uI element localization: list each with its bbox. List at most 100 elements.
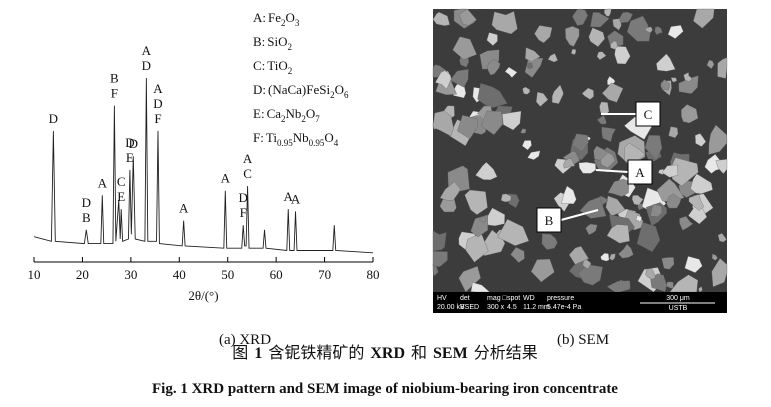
particle <box>522 140 532 151</box>
particle <box>547 53 558 63</box>
particle <box>650 204 662 217</box>
formula: O <box>324 130 333 145</box>
particle <box>688 194 704 211</box>
x-tick-label: 30 <box>124 267 137 282</box>
peak-label: B <box>82 210 91 225</box>
formula: SiO <box>267 34 287 49</box>
peak-label: F <box>154 111 161 126</box>
peak-label: E <box>126 150 134 165</box>
label-box <box>627 159 653 185</box>
info-head: det <box>460 295 470 302</box>
x-tick-label: 70 <box>318 267 331 282</box>
peak-label: A <box>98 175 108 190</box>
x-tick-label: 50 <box>221 267 234 282</box>
scale-text: 300 μm <box>666 295 690 302</box>
particle <box>679 216 694 231</box>
particle <box>590 12 610 28</box>
legend-entry: F: Ti0.95Nb0.95O4 <box>253 130 339 148</box>
legend-key: A: <box>253 10 266 25</box>
info-head: WD <box>523 295 535 302</box>
particle <box>614 46 631 65</box>
particle <box>527 150 541 160</box>
x-tick-label: 40 <box>173 267 186 282</box>
legend-entry: C: TiO2 <box>253 58 292 76</box>
subscript: 2 <box>301 114 306 124</box>
particle <box>449 69 469 88</box>
particle <box>500 193 512 203</box>
subscript: 2 <box>288 42 293 52</box>
peak-label: F <box>111 86 118 101</box>
particle <box>520 128 527 134</box>
particle <box>497 219 530 246</box>
subscript: 2 <box>281 114 286 124</box>
formula: O <box>335 82 344 97</box>
particle <box>571 48 577 55</box>
particle <box>582 259 591 270</box>
legend-key: D: <box>253 82 266 97</box>
particle <box>597 114 607 125</box>
legend-entry: D: (NaCa)FeSi2O6 <box>253 82 349 100</box>
particle <box>654 26 663 36</box>
peak-label: E <box>117 189 125 204</box>
caption-en: Fig. 1 XRD pattern and SEM image of niob… <box>152 381 618 397</box>
x-tick-label: 60 <box>270 267 283 282</box>
arrow <box>560 209 599 221</box>
particle <box>502 110 522 131</box>
particle <box>661 257 675 270</box>
particle <box>581 87 594 100</box>
particle <box>475 161 498 181</box>
peak-label: A <box>179 201 189 216</box>
formula: Nb <box>293 130 309 145</box>
sem-label: A <box>635 165 645 180</box>
x-axis-label: 2θ/(°) <box>188 288 218 303</box>
label-box <box>536 207 562 233</box>
caption-b: (b) SEM <box>557 332 609 348</box>
particle <box>432 230 447 252</box>
particle <box>432 251 448 267</box>
particle <box>526 62 533 70</box>
particle <box>601 126 616 143</box>
subscript: 4 <box>334 138 339 148</box>
info-head: HV <box>437 295 447 302</box>
particle <box>667 25 684 39</box>
particle <box>551 84 564 104</box>
formula: (NaCa)FeSi <box>268 82 330 97</box>
info-value: 300 x <box>487 304 505 311</box>
particle <box>656 53 676 72</box>
info-head: spot <box>507 295 520 302</box>
particle <box>606 224 630 244</box>
particle <box>599 101 610 116</box>
particle <box>604 8 612 17</box>
subscript: 2 <box>288 66 293 76</box>
particle <box>541 233 558 250</box>
subscript: 2 <box>281 18 286 28</box>
particle <box>644 26 653 34</box>
particle <box>711 253 718 261</box>
caption-part: 图 <box>232 345 248 362</box>
particle <box>711 258 728 288</box>
particle <box>610 40 618 50</box>
particle <box>666 193 682 209</box>
particle <box>522 86 531 95</box>
caption-part: SEM <box>433 345 468 362</box>
xrd-pattern <box>33 77 374 254</box>
particle <box>636 222 661 252</box>
caption-part: 和 <box>411 344 427 362</box>
formula: Ca <box>267 106 282 121</box>
particle <box>717 57 728 79</box>
caption-part: XRD <box>370 345 405 362</box>
particle <box>626 15 651 42</box>
lab-text: USTB <box>669 305 688 312</box>
particle <box>593 145 608 161</box>
particle <box>693 8 715 29</box>
particle <box>572 8 588 26</box>
x-tick-label: 10 <box>28 267 41 282</box>
legend-entry: E: Ca2Nb2O7 <box>253 106 320 124</box>
particle <box>678 75 699 94</box>
subscript: 7 <box>315 114 320 124</box>
particle <box>465 232 489 263</box>
peak-label: D <box>49 111 58 126</box>
particle <box>708 124 728 155</box>
legend-key: C: <box>253 58 265 73</box>
